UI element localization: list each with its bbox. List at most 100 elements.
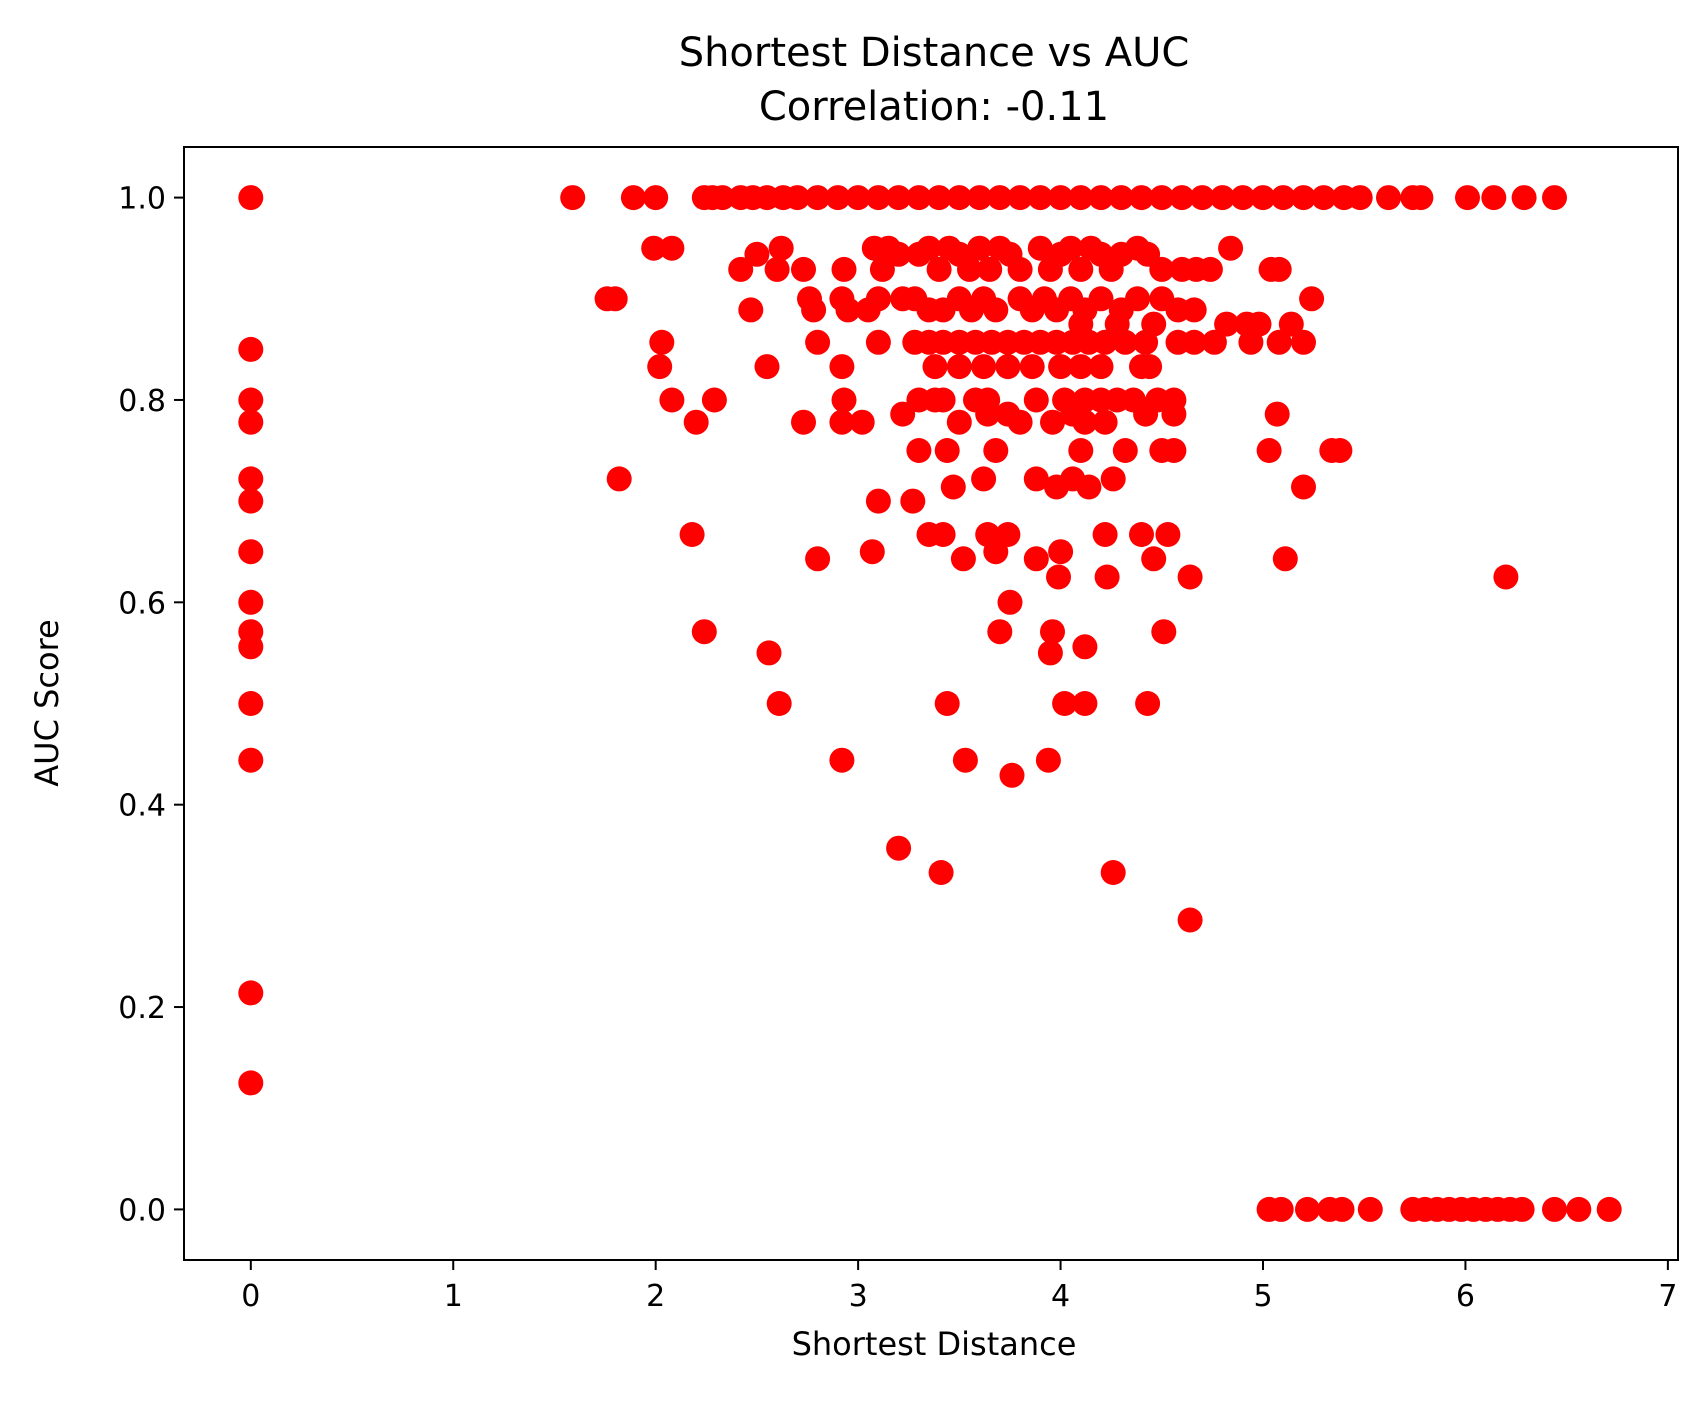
chart-subtitle: Correlation: -0.11 — [759, 84, 1109, 130]
x-axis-label: Shortest Distance — [792, 1325, 1077, 1363]
data-point — [1072, 634, 1098, 660]
data-point — [679, 522, 705, 547]
data-point — [1566, 1196, 1592, 1222]
data-point — [1291, 329, 1316, 355]
y-tick-label: 0.4 — [118, 789, 166, 824]
data-point — [906, 438, 932, 463]
data-point — [987, 619, 1013, 645]
data-point — [926, 256, 952, 282]
data-point — [869, 256, 895, 282]
data-point — [831, 387, 857, 413]
data-point — [999, 762, 1025, 788]
data-point — [1291, 185, 1316, 211]
data-point — [865, 488, 891, 514]
data-point — [238, 589, 264, 615]
x-axis: 0 1 2 3 4 5 6 7 — [241, 1260, 1677, 1314]
data-point — [983, 539, 1009, 565]
data-point — [1007, 256, 1033, 282]
data-point — [1268, 1196, 1294, 1222]
data-point — [1141, 311, 1167, 337]
data-point — [1210, 185, 1235, 211]
data-point — [1256, 438, 1282, 463]
y-tick-label: 1.0 — [118, 182, 166, 217]
data-point — [1161, 438, 1187, 463]
data-point — [738, 297, 764, 323]
data-point — [1169, 185, 1195, 211]
data-point — [1596, 1196, 1622, 1222]
data-point — [768, 235, 794, 261]
data-point — [890, 401, 916, 427]
data-point — [1052, 691, 1078, 716]
data-point — [1023, 546, 1049, 572]
data-point — [928, 860, 954, 885]
data-point — [1542, 1196, 1567, 1222]
data-point — [1135, 691, 1161, 716]
data-point — [1023, 466, 1049, 492]
data-point — [1295, 1196, 1320, 1222]
data-point — [983, 438, 1009, 463]
data-point — [930, 522, 956, 547]
data-points — [238, 185, 1622, 1222]
data-point — [865, 185, 891, 211]
data-point — [934, 438, 960, 463]
data-point — [829, 354, 855, 380]
data-point — [1149, 256, 1175, 282]
data-point — [1327, 438, 1353, 463]
data-point — [784, 185, 810, 211]
data-point — [1481, 185, 1507, 211]
data-point — [1125, 286, 1150, 312]
data-point — [1266, 329, 1292, 355]
x-tick-label: 0 — [241, 1279, 260, 1314]
data-point — [1068, 438, 1094, 463]
data-point — [886, 835, 912, 861]
data-point — [643, 185, 669, 211]
data-point — [1141, 546, 1167, 572]
data-point — [975, 401, 1001, 427]
data-point — [1357, 1196, 1383, 1222]
data-point — [1037, 640, 1063, 666]
data-point — [1189, 185, 1215, 211]
data-point — [238, 634, 264, 660]
data-point — [805, 329, 831, 355]
data-point — [835, 297, 861, 323]
data-point — [1088, 354, 1114, 380]
data-point — [1129, 185, 1154, 211]
data-point — [922, 354, 948, 380]
data-point — [728, 256, 754, 282]
data-point — [1214, 311, 1240, 337]
data-point — [238, 336, 264, 362]
data-point — [1493, 564, 1519, 590]
data-point — [1088, 185, 1114, 211]
x-tick-label: 4 — [1051, 1279, 1070, 1314]
data-point — [1181, 329, 1207, 355]
data-point — [659, 387, 685, 413]
data-point — [238, 691, 264, 716]
data-point — [1068, 311, 1094, 337]
data-point — [1108, 185, 1134, 211]
data-point — [1112, 438, 1138, 463]
data-point — [1068, 354, 1094, 380]
data-point — [238, 980, 264, 1006]
data-point — [1023, 387, 1049, 413]
data-point — [1027, 185, 1053, 211]
data-point — [950, 546, 976, 572]
data-point — [1201, 329, 1227, 355]
data-point — [916, 235, 942, 261]
data-point — [1040, 619, 1065, 645]
data-point — [1161, 401, 1187, 427]
data-point — [1048, 539, 1074, 565]
data-point — [1311, 185, 1337, 211]
data-point — [977, 256, 1003, 282]
data-point — [1250, 185, 1276, 211]
data-point — [1408, 185, 1434, 211]
data-point — [1149, 185, 1175, 211]
data-point — [560, 185, 586, 211]
data-point — [1266, 256, 1292, 282]
data-point — [647, 354, 673, 380]
data-point — [1278, 311, 1304, 337]
data-point — [946, 409, 972, 435]
data-point — [940, 474, 966, 500]
data-point — [1299, 286, 1325, 312]
data-point — [952, 747, 978, 773]
